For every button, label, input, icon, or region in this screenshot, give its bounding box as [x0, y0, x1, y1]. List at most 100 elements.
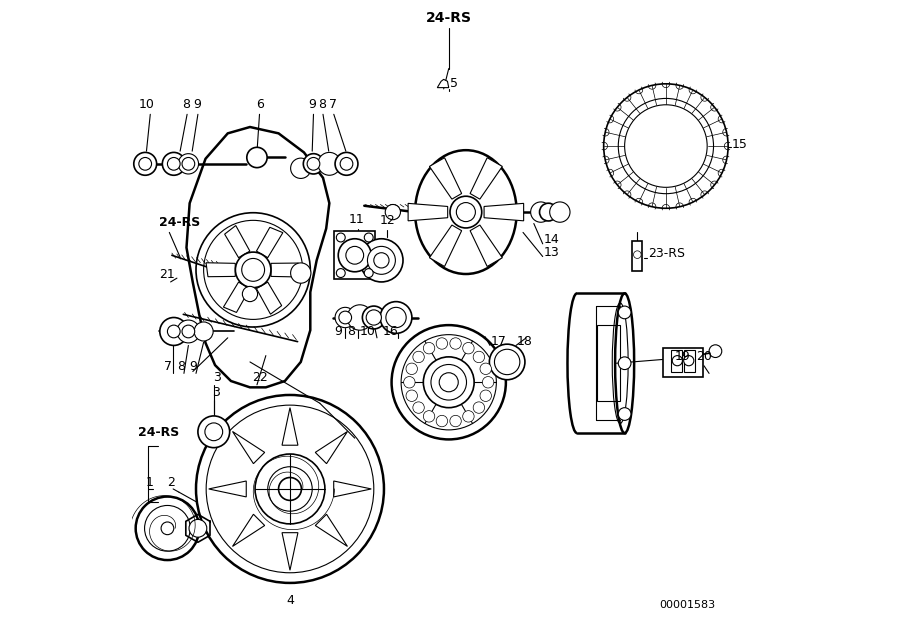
Polygon shape: [232, 431, 265, 464]
Text: 9: 9: [193, 98, 201, 111]
Circle shape: [463, 411, 474, 422]
Polygon shape: [271, 263, 301, 277]
Circle shape: [413, 351, 424, 363]
Text: 23-RS: 23-RS: [648, 248, 685, 260]
Circle shape: [178, 154, 199, 174]
Text: 6: 6: [256, 98, 264, 111]
Circle shape: [618, 408, 631, 420]
Circle shape: [463, 342, 474, 354]
Text: 8: 8: [182, 98, 190, 111]
Circle shape: [196, 395, 384, 583]
Circle shape: [339, 311, 352, 324]
Text: 9: 9: [334, 325, 342, 338]
Text: 7: 7: [164, 361, 172, 373]
Polygon shape: [429, 225, 462, 267]
Circle shape: [360, 239, 403, 282]
Circle shape: [268, 467, 312, 511]
Circle shape: [134, 152, 157, 175]
Text: 1: 1: [145, 476, 153, 489]
Text: 24-RS: 24-RS: [138, 427, 179, 439]
Text: 00001583: 00001583: [660, 599, 716, 610]
Circle shape: [406, 390, 418, 401]
Text: 3: 3: [212, 386, 220, 399]
Circle shape: [346, 246, 364, 264]
Circle shape: [303, 154, 324, 174]
Circle shape: [364, 233, 373, 242]
Text: 9: 9: [190, 361, 197, 373]
Polygon shape: [315, 514, 347, 547]
Circle shape: [182, 325, 194, 338]
Polygon shape: [256, 227, 283, 258]
Circle shape: [490, 344, 525, 380]
Bar: [684, 350, 695, 372]
Text: 8: 8: [177, 361, 185, 373]
Text: 18: 18: [517, 335, 533, 348]
Circle shape: [392, 325, 506, 439]
Circle shape: [480, 390, 491, 401]
Polygon shape: [223, 282, 250, 312]
Circle shape: [618, 357, 631, 370]
Text: 17: 17: [491, 335, 507, 348]
Polygon shape: [206, 263, 235, 277]
Polygon shape: [429, 157, 462, 199]
Circle shape: [194, 322, 213, 341]
Circle shape: [167, 325, 180, 338]
Circle shape: [482, 377, 494, 388]
Circle shape: [255, 454, 325, 524]
Text: 21: 21: [159, 268, 175, 281]
Circle shape: [307, 157, 320, 170]
Text: 24-RS: 24-RS: [426, 11, 472, 25]
Circle shape: [386, 307, 406, 328]
Circle shape: [366, 310, 382, 325]
Bar: [335, 231, 375, 279]
Circle shape: [161, 522, 174, 535]
Bar: [663, 348, 703, 377]
Circle shape: [337, 233, 346, 242]
Polygon shape: [186, 127, 329, 387]
Circle shape: [423, 342, 435, 354]
Circle shape: [182, 157, 194, 170]
Circle shape: [709, 345, 722, 358]
Text: 8: 8: [346, 325, 355, 338]
Polygon shape: [470, 225, 502, 267]
Text: 10: 10: [139, 98, 155, 111]
Circle shape: [634, 251, 641, 258]
Circle shape: [335, 307, 356, 328]
Circle shape: [167, 157, 180, 170]
Circle shape: [604, 84, 728, 208]
Circle shape: [531, 202, 551, 222]
Circle shape: [439, 373, 458, 392]
Circle shape: [177, 320, 200, 343]
Circle shape: [198, 416, 230, 448]
Circle shape: [139, 157, 151, 170]
Circle shape: [338, 239, 372, 272]
Circle shape: [403, 377, 415, 388]
Bar: [671, 350, 682, 372]
Circle shape: [672, 356, 682, 366]
Ellipse shape: [615, 293, 634, 433]
Circle shape: [236, 252, 271, 288]
Polygon shape: [232, 514, 265, 547]
Polygon shape: [437, 79, 449, 88]
Circle shape: [456, 203, 475, 222]
Circle shape: [436, 338, 447, 349]
Polygon shape: [209, 481, 247, 497]
Text: 19: 19: [674, 351, 690, 363]
Circle shape: [385, 204, 400, 220]
Circle shape: [480, 363, 491, 375]
Text: 14: 14: [544, 234, 559, 246]
Circle shape: [473, 402, 484, 413]
Circle shape: [136, 497, 199, 560]
Polygon shape: [334, 481, 372, 497]
Text: 24-RS: 24-RS: [159, 216, 201, 229]
Circle shape: [364, 269, 373, 277]
Circle shape: [423, 411, 435, 422]
Text: 5: 5: [450, 77, 458, 90]
Polygon shape: [225, 225, 250, 258]
Circle shape: [340, 157, 353, 170]
Circle shape: [436, 415, 447, 427]
Bar: [632, 241, 643, 271]
Polygon shape: [315, 431, 347, 464]
Text: 15: 15: [732, 138, 748, 151]
Text: 7: 7: [329, 98, 338, 111]
